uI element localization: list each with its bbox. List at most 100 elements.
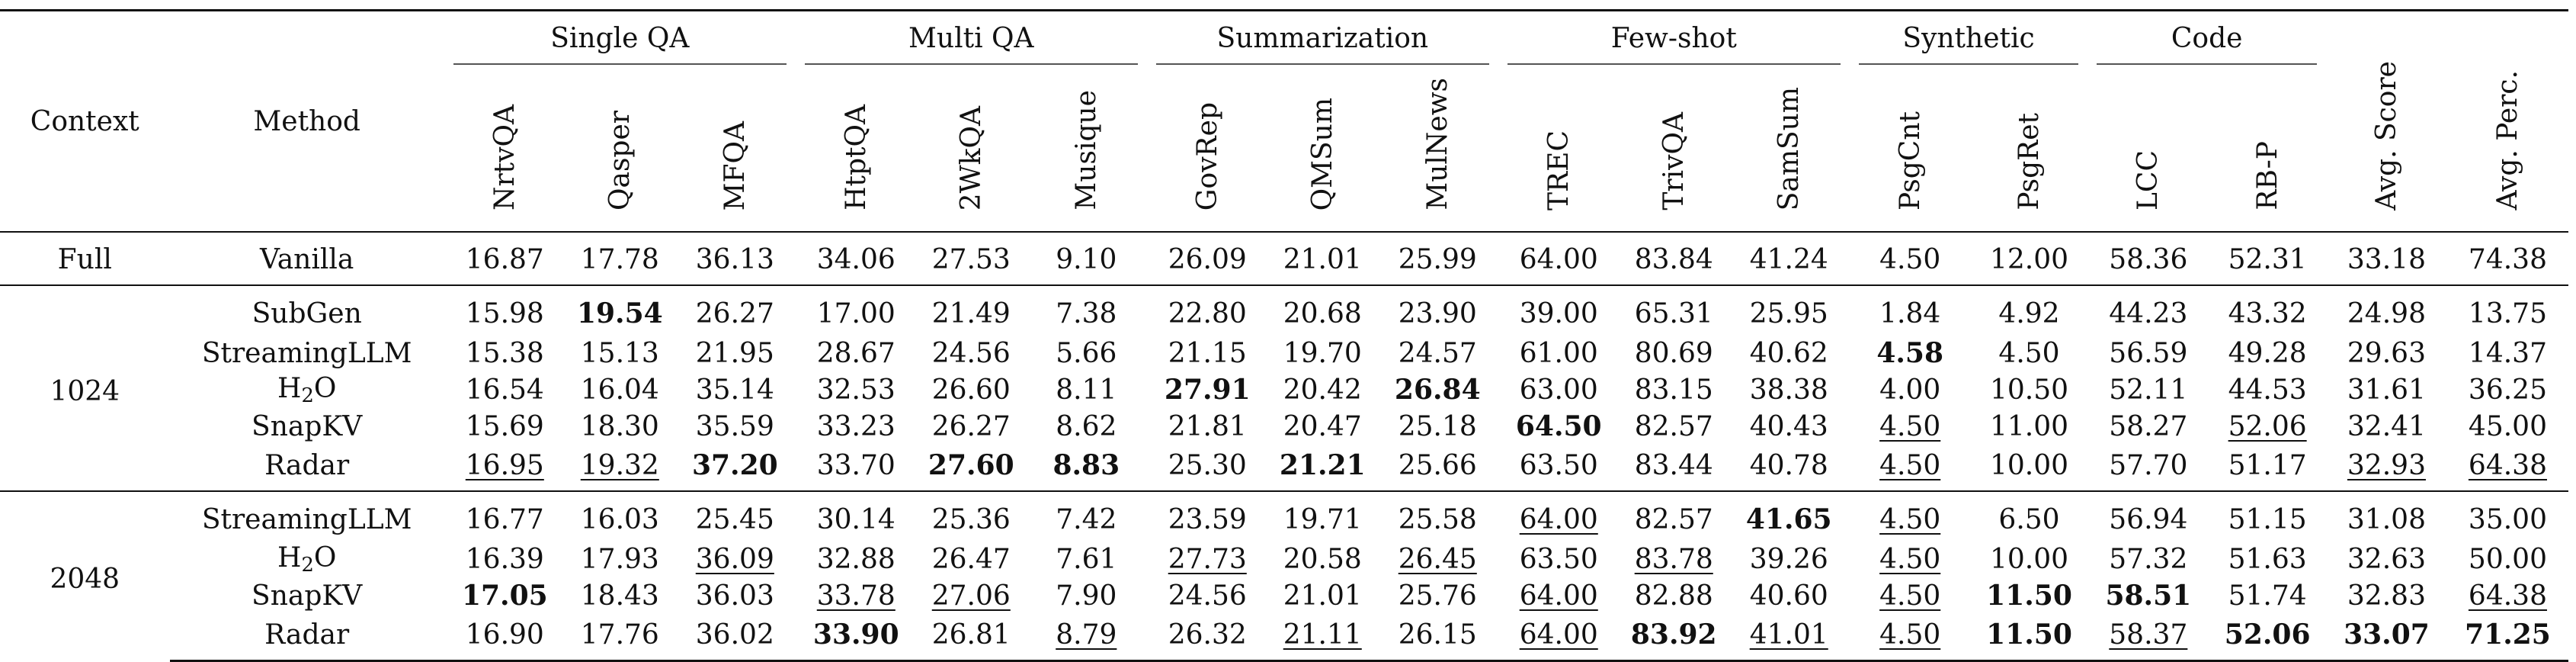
value-cell: 26.15 [1376, 614, 1498, 662]
value-cell: 8.83 [1026, 445, 1147, 491]
value-text: 19.32 [580, 449, 659, 481]
group-synthetic: Synthetic [1849, 9, 2088, 65]
value-text: 20.58 [1283, 543, 1362, 575]
value-cell: 21.95 [674, 335, 796, 371]
value-cell: 25.58 [1376, 490, 1498, 541]
value-text: 52.11 [2109, 374, 2188, 406]
value-text: 58.51 [2105, 580, 2192, 612]
value-text: 7.42 [1056, 503, 1117, 535]
value-cell: 21.49 [916, 284, 1026, 335]
method-cell: H2O [170, 541, 444, 577]
value-cell: 64.00 [1498, 231, 1620, 285]
value-cell: 51.74 [2209, 577, 2326, 614]
value-text: 25.18 [1398, 410, 1477, 442]
value-text: 27.06 [931, 580, 1011, 612]
value-text: 39.26 [1749, 543, 1828, 575]
value-cell: 21.01 [1267, 231, 1377, 285]
value-cell: 40.43 [1729, 408, 1850, 445]
value-cell: 41.65 [1728, 490, 1850, 541]
context-label: Full [57, 243, 112, 275]
value-cell: 7.90 [1026, 577, 1147, 614]
value-text: 21.11 [1283, 619, 1362, 651]
value-cell: 43.32 [2209, 284, 2326, 335]
value-cell: 57.32 [2087, 541, 2209, 577]
value-text: 9.10 [1056, 243, 1117, 275]
context-cell: Full [0, 231, 170, 285]
value-cell: 17.76 [565, 614, 674, 662]
col-avg-score: Avg. Score [2325, 9, 2447, 232]
value-cell: 25.99 [1376, 231, 1498, 285]
value-text: 36.25 [2468, 374, 2547, 406]
value-text: 35.00 [2468, 503, 2547, 535]
value-cell: 25.95 [1728, 284, 1850, 335]
value-text: 52.06 [2224, 619, 2311, 651]
value-cell: 26.27 [674, 284, 796, 335]
context-label: 1024 [50, 375, 120, 407]
method-cell: Radar [169, 614, 444, 662]
value-cell: 27.06 [917, 577, 1026, 614]
value-text: 21.01 [1283, 580, 1362, 612]
value-text: 36.02 [695, 619, 774, 651]
value-text: 52.06 [2228, 410, 2307, 442]
value-cell: 19.32 [566, 445, 674, 491]
table-row: H2O 16.54 16.04 35.14 32.53 26.60 8.11 27.91 20.… [0, 371, 2568, 408]
value-text: 58.36 [2109, 243, 2188, 275]
value-cell: 4.58 [1850, 335, 1971, 371]
value-text: 26.15 [1398, 619, 1477, 651]
value-text: 26.84 [1394, 374, 1481, 406]
value-text: 63.50 [1519, 449, 1598, 481]
value-text: 33.78 [816, 580, 896, 612]
value-text: 15.38 [465, 337, 544, 369]
value-cell: 21.21 [1268, 445, 1377, 491]
value-text: 17.00 [816, 297, 896, 329]
value-text: 39.00 [1519, 297, 1598, 329]
value-text: 25.36 [931, 503, 1011, 535]
value-cell: 26.60 [917, 371, 1026, 408]
table-row: 1024 SubGen 15.98 19.54 26.27 17.00 21.49 7.38 2… [0, 284, 2568, 491]
value-text: 4.00 [1879, 374, 1941, 406]
value-text: 33.07 [2344, 619, 2430, 651]
value-cell: 21.11 [1267, 614, 1377, 662]
value-text: 26.27 [931, 410, 1011, 442]
value-cell: 6.50 [1970, 490, 2088, 541]
value-cell: 63.50 [1498, 445, 1620, 491]
value-cell: 24.98 [2325, 284, 2447, 335]
value-text: 58.27 [2109, 410, 2188, 442]
value-cell: 16.90 [444, 614, 566, 662]
value-text: 25.95 [1749, 297, 1828, 329]
value-cell: 41.01 [1728, 614, 1850, 662]
value-text: 43.32 [2228, 297, 2307, 329]
value-cell: 36.03 [674, 577, 796, 614]
value-text: 64.00 [1519, 580, 1598, 612]
table-row: H2O 16.39 17.93 36.09 32.88 26.47 7.61 27.73 20.… [0, 541, 2568, 577]
value-text: 33.70 [816, 449, 896, 481]
value-cell: 52.06 [2209, 408, 2326, 445]
value-cell: 4.92 [1970, 284, 2088, 335]
col-rb-p: RB-P [2251, 141, 2283, 210]
value-text: 83.92 [1630, 619, 1717, 651]
value-cell: 51.15 [2209, 490, 2326, 541]
value-cell: 33.70 [796, 445, 917, 491]
value-cell: 8.79 [1025, 614, 1147, 662]
value-text: 27.60 [928, 449, 1014, 481]
value-cell: 10.50 [1971, 371, 2088, 408]
value-text: 35.14 [695, 374, 774, 406]
value-text: 4.50 [1879, 503, 1941, 535]
method-cell: StreamingLLM [169, 490, 444, 541]
value-text: 44.53 [2228, 374, 2307, 406]
value-text: 32.88 [816, 543, 896, 575]
table-row: Full Vanilla 16.87 17.78 36.13 34.06 27.53 9.10… [0, 231, 2568, 285]
value-cell: 9.10 [1025, 231, 1147, 285]
method-label: Vanilla [260, 243, 354, 275]
value-cell: 15.98 [444, 284, 566, 335]
value-text: 41.01 [1749, 619, 1828, 651]
context-cell: 2048 [0, 490, 170, 661]
value-cell: 26.84 [1377, 371, 1498, 408]
value-cell: 80.69 [1620, 335, 1729, 371]
value-cell: 13.75 [2446, 284, 2568, 335]
value-text: 11.50 [1986, 619, 2072, 651]
value-text: 8.83 [1053, 449, 1120, 481]
value-text: 57.70 [2109, 449, 2188, 481]
value-text: 64.00 [1519, 619, 1598, 651]
value-cell: 58.36 [2087, 231, 2209, 285]
